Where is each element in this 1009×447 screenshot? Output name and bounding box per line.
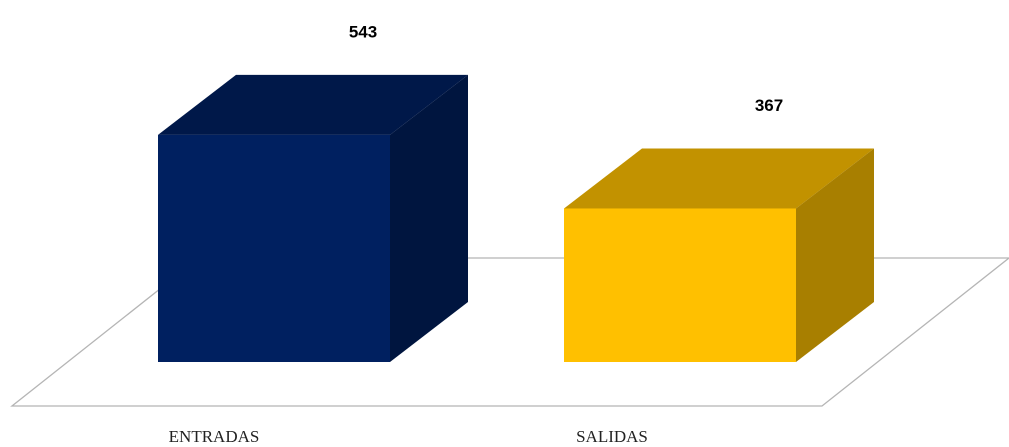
data-label: 543 xyxy=(349,22,377,41)
bar-top xyxy=(564,148,874,209)
bar-top xyxy=(158,74,468,135)
bar xyxy=(564,208,796,362)
x-tick-label: ENTRADAS xyxy=(169,427,260,446)
x-tick-label: SALIDAS xyxy=(576,427,648,446)
data-label: 367 xyxy=(755,96,783,115)
bar-side xyxy=(390,74,468,362)
bar-side xyxy=(796,148,874,362)
bar xyxy=(158,134,390,362)
